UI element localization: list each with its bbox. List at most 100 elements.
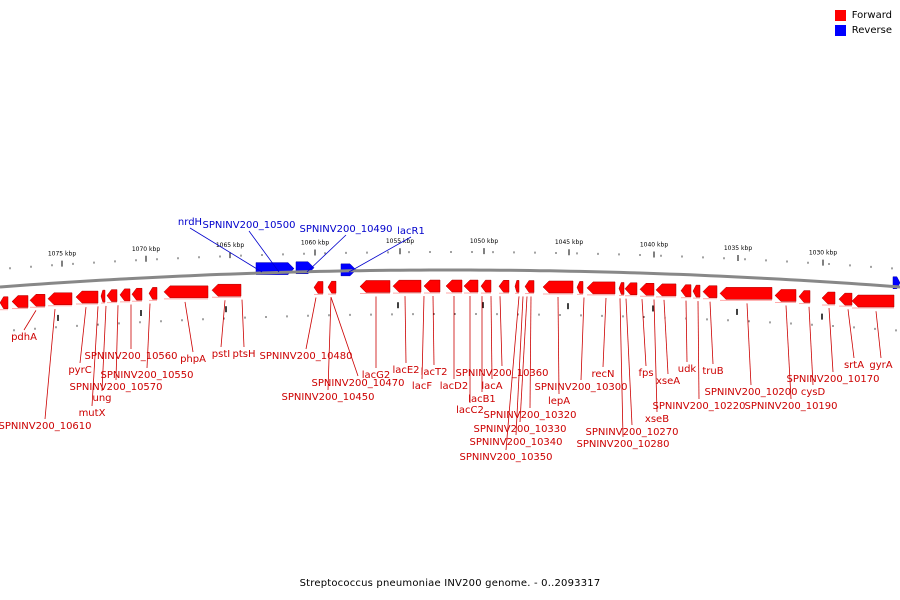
forward-gene-arrow[interactable] — [359, 280, 391, 293]
forward-gene-label[interactable]: SPNINV200_10170 — [786, 374, 879, 385]
forward-gene-arrow[interactable] — [639, 283, 655, 296]
forward-gene-label[interactable]: ung — [92, 393, 111, 404]
forward-gene-label[interactable]: SPNINV200_10560 — [84, 351, 177, 362]
forward-gene-arrow[interactable] — [131, 287, 143, 301]
forward-gene-arrow[interactable] — [851, 294, 895, 308]
reverse-gene-label[interactable]: SPNINV200_10490 — [299, 224, 392, 235]
forward-gene-arrow[interactable] — [106, 289, 118, 302]
forward-gene-arrow[interactable] — [624, 282, 638, 295]
forward-gene-arrow[interactable] — [211, 283, 242, 297]
forward-gene-label[interactable]: srtA — [844, 360, 864, 371]
forward-gene-arrow[interactable] — [392, 279, 422, 293]
forward-gene-arrow[interactable] — [498, 279, 510, 293]
forward-gene-label[interactable]: SPNINV200_10320 — [483, 410, 576, 421]
forward-gene-label[interactable]: SPNINV200_10330 — [473, 424, 566, 435]
forward-gene-label[interactable]: SPNINV200_10220 — [652, 401, 745, 412]
forward-gene-arrow[interactable] — [692, 284, 701, 298]
forward-gene-label[interactable]: SPNINV200_10190 — [744, 401, 837, 412]
forward-gene-label[interactable]: cysD — [801, 387, 826, 398]
forward-gene-label[interactable]: SPNINV200_10480 — [259, 351, 352, 362]
forward-gene-label[interactable]: SPNINV200_10360 — [455, 368, 548, 379]
forward-gene-label[interactable]: SPNINV200_10550 — [100, 370, 193, 381]
gene-label-connector — [529, 296, 532, 409]
forward-gene-label[interactable]: SPNINV200_10300 — [534, 382, 627, 393]
forward-gene-arrow[interactable] — [327, 280, 337, 294]
forward-gene-label[interactable]: fps — [638, 368, 653, 379]
forward-gene-label[interactable]: pstI — [212, 349, 230, 360]
forward-gene-arrow[interactable] — [719, 287, 773, 300]
forward-gene-label[interactable]: pyrC — [68, 365, 91, 376]
forward-gene-label[interactable]: mutX — [79, 408, 106, 419]
gene-label-connector — [580, 297, 585, 381]
forward-gene-label[interactable]: lacE2 — [392, 365, 419, 376]
forward-gene-label[interactable]: SPNINV200_10570 — [69, 382, 162, 393]
forward-gene-arrow[interactable] — [821, 291, 836, 305]
forward-gene-label[interactable]: lacB1 — [468, 394, 496, 405]
forward-gene-label[interactable]: SPNINV200_10450 — [281, 392, 374, 403]
forward-gene-label[interactable]: lacF — [412, 381, 432, 392]
forward-gene-label[interactable]: recN — [591, 369, 614, 380]
ruler-label: 1075 kbp — [48, 251, 76, 258]
forward-gene-label[interactable]: SPNINV200_10280 — [576, 439, 669, 450]
ruler-tick: 1070 kbp — [132, 246, 160, 262]
forward-gene-arrow[interactable] — [0, 296, 9, 309]
forward-gene-label[interactable]: SPNINV200_10610 — [0, 421, 92, 432]
forward-gene-arrow[interactable] — [463, 279, 479, 293]
forward-gene-arrow[interactable] — [100, 289, 106, 303]
forward-gene-label[interactable]: pdhA — [11, 332, 37, 343]
reverse-gene-label[interactable]: SPNINV200_10500 — [202, 220, 295, 231]
forward-gene-arrow[interactable] — [75, 290, 99, 304]
forward-gene-arrow[interactable] — [11, 295, 29, 308]
forward-gene-arrow[interactable] — [774, 289, 797, 302]
forward-gene-arrow[interactable] — [163, 285, 209, 299]
forward-gene-arrow[interactable] — [542, 280, 574, 294]
forward-gene-arrow[interactable] — [524, 280, 535, 293]
forward-gene-arrow[interactable] — [148, 287, 158, 300]
ruler-label: 1035 kbp — [724, 245, 752, 252]
forward-gene-label[interactable]: lacT2 — [421, 367, 448, 378]
forward-gene-label[interactable]: ptsH — [233, 349, 256, 360]
forward-gene-arrow[interactable] — [618, 282, 625, 295]
gene-label-connector — [619, 298, 624, 438]
forward-gene-arrow[interactable] — [119, 288, 131, 302]
forward-gene-arrow[interactable] — [445, 279, 463, 293]
forward-gene-arrow[interactable] — [702, 285, 718, 298]
gene-label-connector — [44, 309, 56, 420]
forward-gene-arrow[interactable] — [586, 281, 616, 295]
forward-gene-arrow[interactable] — [480, 279, 492, 293]
forward-gene-label[interactable]: SPNINV200_10470 — [311, 378, 404, 389]
forward-gene-label[interactable]: SPNINV200_10270 — [585, 427, 678, 438]
gene-label-connector — [306, 234, 347, 273]
forward-gene-label[interactable]: lacA — [481, 381, 502, 392]
forward-gene-label[interactable]: truB — [702, 366, 723, 377]
forward-gene-arrow[interactable] — [423, 279, 441, 293]
forward-gene-arrow[interactable] — [29, 294, 46, 307]
forward-gene-arrow[interactable] — [47, 292, 73, 306]
forward-gene-arrow[interactable] — [680, 284, 692, 297]
forward-gene-label[interactable]: gyrA — [869, 360, 892, 371]
forward-gene-label[interactable]: SPNINV200_10340 — [469, 437, 562, 448]
forward-gene-label[interactable]: udk — [678, 364, 697, 375]
forward-gene-label[interactable]: lacD2 — [440, 381, 468, 392]
reverse-gene-label[interactable]: nrdH — [178, 217, 202, 228]
forward-gene-arrow[interactable] — [514, 280, 520, 293]
ruler-label: 1050 kbp — [470, 238, 498, 245]
forward-gene-arrow[interactable] — [313, 281, 324, 294]
gene-label-connector — [709, 301, 714, 365]
forward-gene-label[interactable]: lacG2 — [362, 370, 391, 381]
forward-gene-arrow[interactable] — [655, 283, 677, 297]
forward-gene-label[interactable]: lacC2 — [456, 405, 484, 416]
forward-gene-arrow[interactable] — [576, 281, 584, 294]
forward-gene-label[interactable]: lepA — [548, 396, 570, 407]
forward-gene-label[interactable]: xseA — [656, 376, 680, 387]
reverse-gene-label[interactable]: lacR1 — [397, 226, 425, 237]
forward-gene-arrow[interactable] — [838, 292, 853, 306]
legend-forward: Forward — [834, 8, 892, 23]
forward-gene-label[interactable]: xseB — [645, 414, 669, 425]
gene-label-connector — [189, 227, 263, 273]
legend-reverse-label: Reverse — [851, 25, 892, 36]
forward-gene-label[interactable]: SPNINV200_10200 — [704, 387, 797, 398]
forward-gene-label[interactable]: phpA — [180, 354, 206, 365]
forward-gene-label[interactable]: SPNINV200_10350 — [459, 452, 552, 463]
forward-gene-arrow[interactable] — [798, 290, 811, 303]
